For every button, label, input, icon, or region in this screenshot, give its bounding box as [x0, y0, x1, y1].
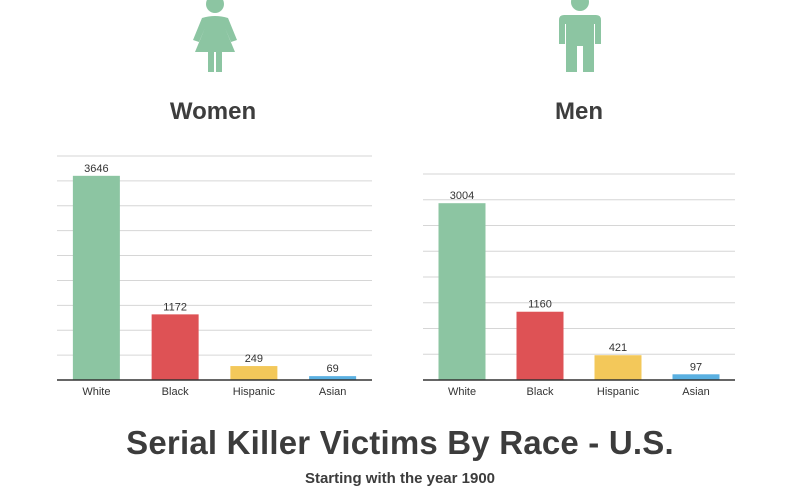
men-panel-title: Men — [555, 98, 603, 125]
women-data-label-black: 1172 — [163, 301, 187, 313]
subtitle: Starting with the year 1900 — [304, 470, 496, 487]
women-bar-hispanic — [230, 366, 278, 380]
women-data-label-asian: 69 — [327, 363, 339, 375]
women-tick-label-hispanic: Hispanic — [233, 386, 276, 398]
men-tick-label-black: Black — [527, 386, 554, 398]
women-tick-label-asian: Asian — [319, 386, 347, 398]
women-bar-black — [151, 314, 199, 380]
main-title: Serial Killer Victims By Race - U.S. — [126, 424, 674, 461]
men-bar-black — [516, 311, 564, 380]
man-icon — [559, 0, 601, 72]
women-data-label-white: 3646 — [84, 163, 108, 175]
men-data-label-white: 3004 — [450, 190, 474, 202]
men-data-label-asian: 97 — [690, 361, 702, 373]
men-tick-label-hispanic: Hispanic — [597, 386, 640, 398]
men-tick-label-asian: Asian — [682, 386, 710, 398]
women-bar-white — [72, 175, 120, 380]
men-bar-hispanic — [594, 355, 642, 380]
men-data-label-hispanic: 421 — [609, 342, 627, 354]
men-data-label-black: 1160 — [528, 299, 552, 311]
women-tick-label-white: White — [82, 386, 110, 398]
women-tick-label-black: Black — [162, 386, 189, 398]
women-panel-title: Women — [169, 98, 257, 125]
men-bar-asian — [672, 374, 720, 380]
men-tick-label-white: White — [448, 386, 476, 398]
women-bar-asian — [309, 376, 357, 380]
woman-icon — [193, 0, 237, 72]
men-bar-white — [438, 203, 486, 380]
women-data-label-hispanic: 249 — [245, 353, 263, 365]
